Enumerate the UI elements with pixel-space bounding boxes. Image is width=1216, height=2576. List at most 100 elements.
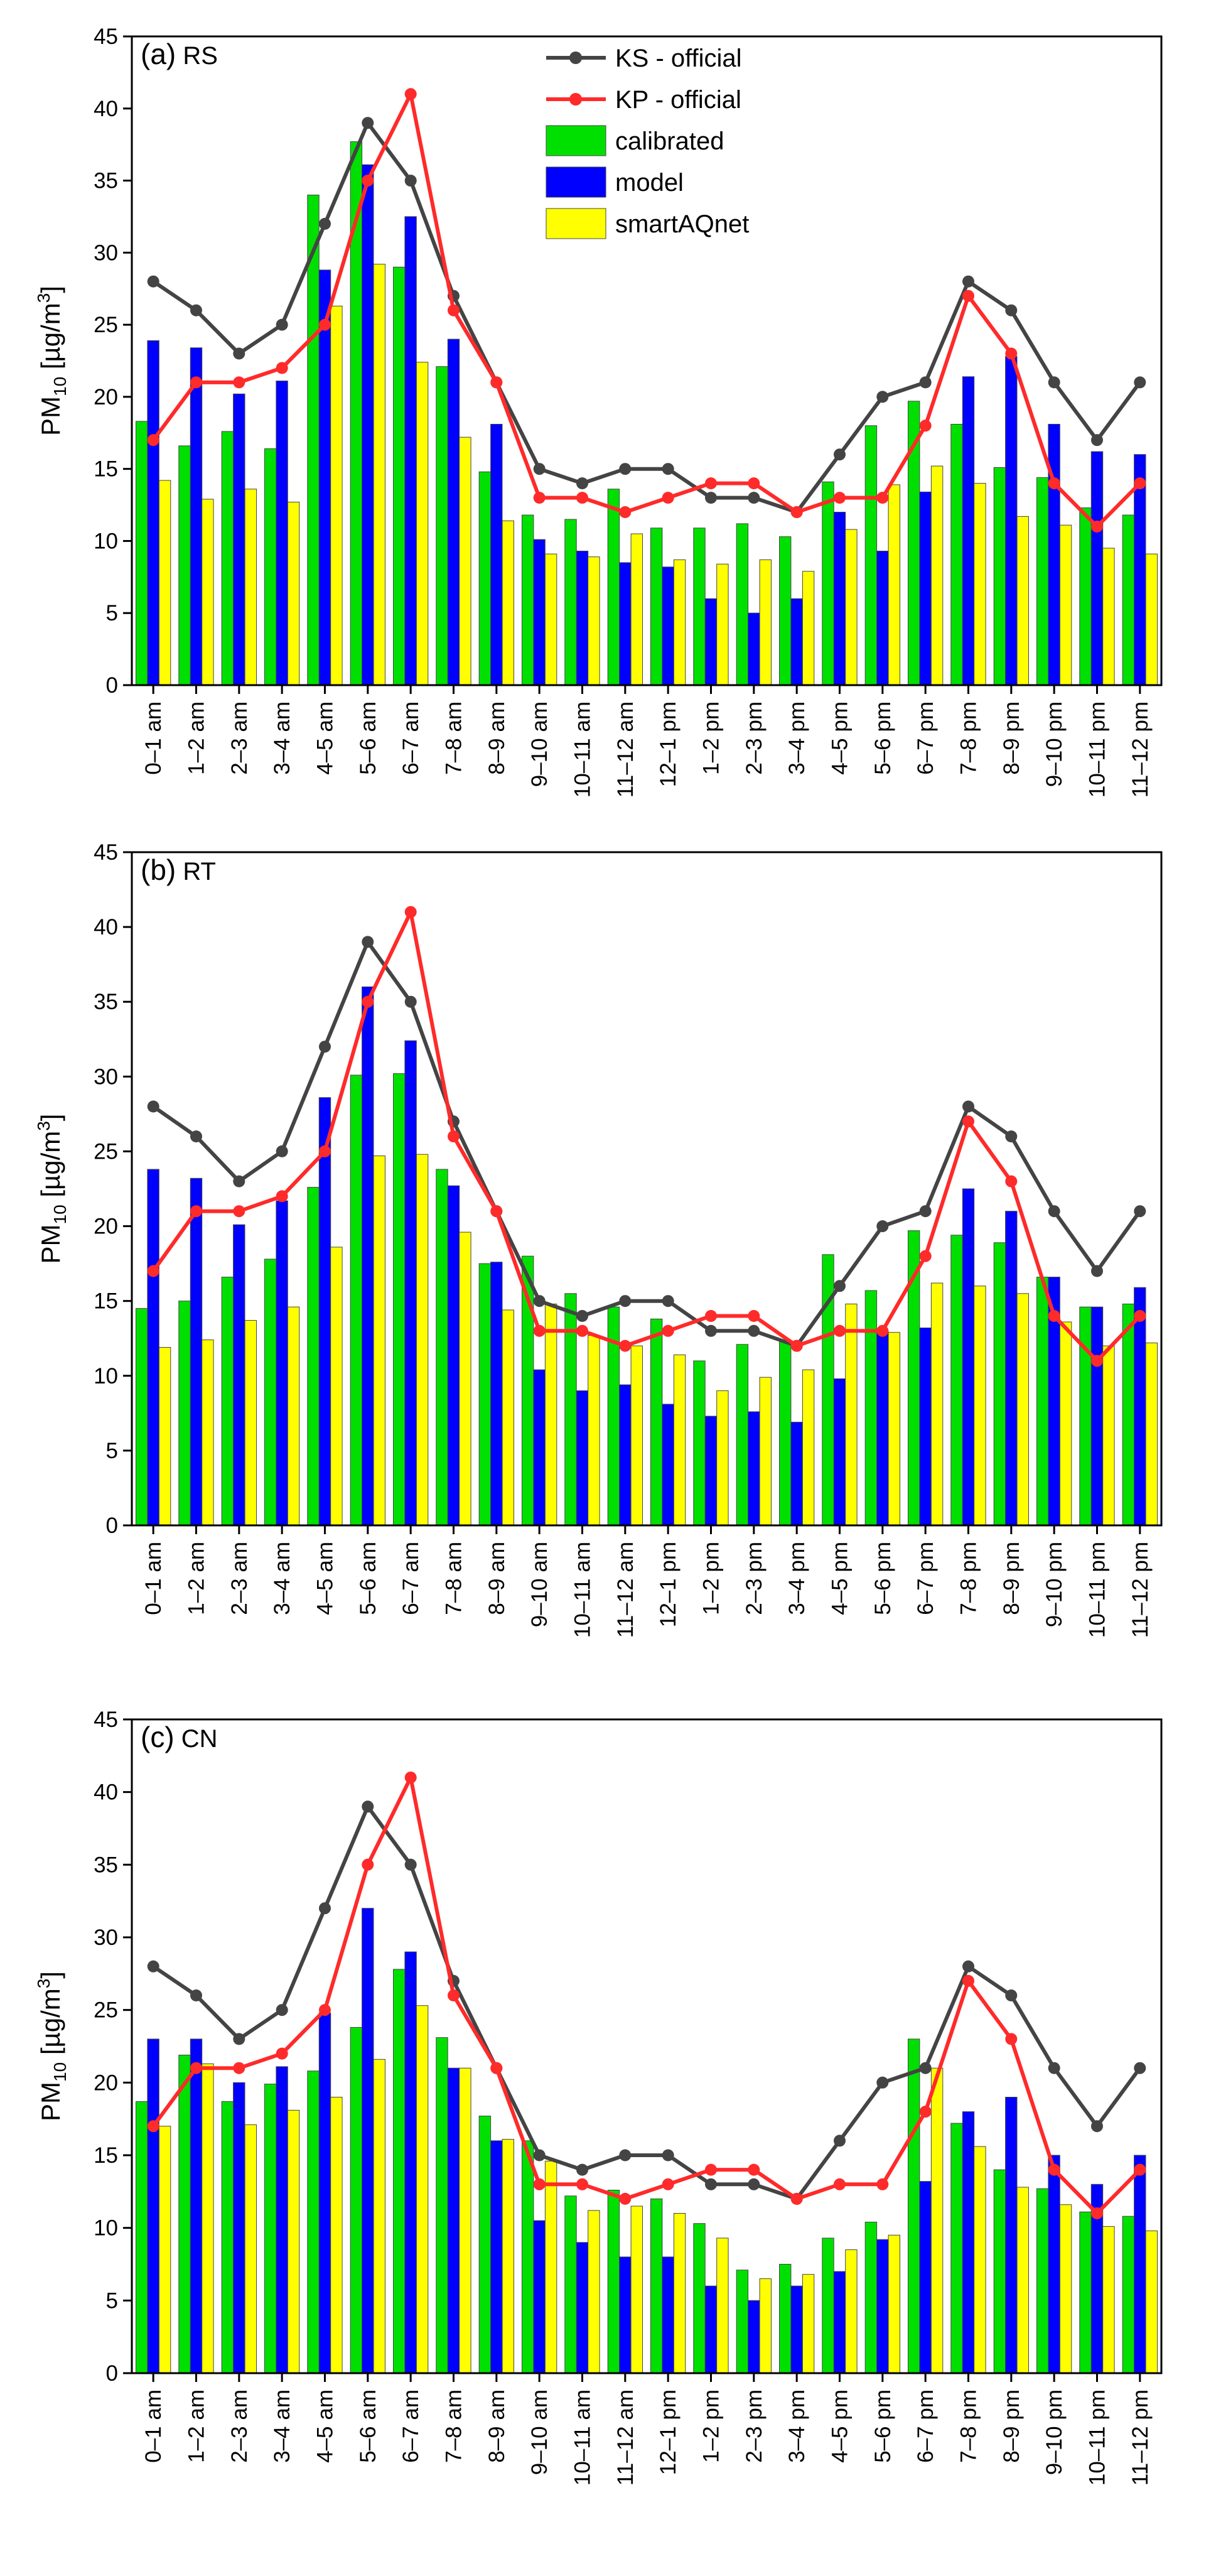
point-ks-21: [1048, 2062, 1060, 2074]
y-tick-label: 10: [94, 1364, 118, 1388]
x-tick-label: 11–12 am: [613, 2389, 638, 2486]
point-ks-19: [962, 1100, 974, 1113]
bar-calibrated-23: [1122, 2216, 1135, 2374]
bar-smartaqnet-13: [716, 563, 729, 686]
bar-model-16: [833, 512, 846, 686]
bar-smartaqnet-11: [630, 1345, 643, 1526]
point-kp-6: [404, 1772, 417, 1783]
bar-smartaqnet-1: [202, 2063, 214, 2374]
bar-calibrated-18: [908, 2038, 920, 2374]
bar-model-14: [748, 612, 760, 686]
point-ks-9: [533, 2149, 546, 2162]
bar-smartaqnet-14: [759, 2278, 772, 2374]
y-tick-label: 5: [106, 601, 118, 625]
line-series-kp: [147, 88, 1146, 533]
bar-calibrated-13: [693, 528, 706, 686]
bar-calibrated-4: [307, 1187, 320, 1526]
bar-model-23: [1134, 2155, 1146, 2374]
bar-smartaqnet-4: [330, 305, 343, 686]
point-kp-9: [533, 492, 546, 504]
x-tick-label: 9–10 am: [527, 1542, 552, 1627]
y-tick-label: 20: [94, 1215, 118, 1239]
point-kp-4: [319, 318, 331, 331]
point-ks-21: [1048, 376, 1060, 389]
point-kp-18: [919, 419, 932, 432]
point-kp-13: [705, 477, 717, 490]
x-tick-label: 7–8 pm: [957, 1542, 981, 1615]
x-tick-label: 6–7 pm: [913, 701, 938, 775]
point-ks-6: [404, 175, 417, 187]
bar-calibrated-9: [522, 514, 534, 686]
bar-model-5: [362, 164, 374, 686]
bar-calibrated-12: [650, 1318, 663, 1526]
bar-smartaqnet-2: [244, 1320, 257, 1526]
y-axis-title: PM10 [µg/m3]: [34, 1971, 70, 2121]
bar-model-3: [276, 1200, 288, 1526]
x-tick-label: 2–3 pm: [742, 701, 767, 775]
bar-model-11: [619, 2256, 632, 2374]
point-ks-16: [834, 448, 846, 461]
point-ks-9: [533, 1295, 546, 1307]
bar-calibrated-5: [350, 1074, 363, 1526]
point-ks-2: [233, 347, 245, 360]
x-tick-label: 11–12 pm: [1128, 2389, 1153, 2486]
bar-model-6: [404, 216, 417, 686]
point-ks-1: [190, 304, 202, 317]
point-kp-0: [147, 2120, 159, 2133]
bar-smartaqnet-8: [502, 520, 514, 686]
bar-calibrated-4: [307, 195, 320, 686]
bar-series-model: [147, 1908, 1146, 2374]
x-tick-label: 1–2 pm: [699, 1542, 724, 1615]
bar-model-7: [447, 2067, 460, 2374]
x-tick-label: 4–5 am: [313, 2389, 338, 2463]
y-tick-label: 10: [94, 2216, 118, 2241]
bar-calibrated-0: [136, 421, 148, 686]
bar-calibrated-15: [779, 2264, 792, 2374]
x-tick-label: 3–4 am: [270, 701, 294, 775]
bar-model-17: [876, 1330, 889, 1526]
bar-smartaqnet-16: [845, 529, 858, 686]
x-tick-label: 11–12 am: [613, 701, 638, 798]
point-ks-3: [276, 2004, 288, 2016]
point-kp-14: [748, 477, 760, 490]
point-ks-23: [1134, 2062, 1146, 2074]
x-tick-label: 6–7 am: [399, 1542, 423, 1615]
x-tick-label: 10–11 am: [571, 701, 595, 798]
y-axis-title: PM10 [µg/m3]: [34, 286, 70, 436]
point-kp-20: [1005, 347, 1018, 360]
bar-calibrated-23: [1122, 1303, 1135, 1526]
bar-model-15: [790, 598, 803, 686]
bar-model-1: [190, 347, 203, 686]
bar-smartaqnet-22: [1102, 1345, 1115, 1526]
bar-smartaqnet-9: [544, 553, 557, 686]
bar-calibrated-19: [950, 2123, 963, 2374]
panel-label: (a) RS: [141, 38, 218, 70]
bar-calibrated-12: [650, 528, 663, 686]
bar-calibrated-19: [950, 1235, 963, 1526]
line-series-kp: [147, 1772, 1146, 2219]
y-tick-label: 0: [106, 1513, 118, 1538]
point-kp-21: [1048, 477, 1060, 490]
bar-smartaqnet-12: [673, 559, 686, 686]
point-kp-3: [276, 1190, 288, 1203]
y-tick-label: 45: [94, 24, 118, 49]
bar-calibrated-14: [736, 2270, 749, 2374]
point-kp-19: [962, 1974, 974, 1987]
x-tick-label: 7–8 pm: [957, 701, 981, 775]
bar-model-4: [318, 1097, 331, 1526]
point-kp-1: [190, 2062, 202, 2074]
bar-model-12: [662, 566, 674, 686]
y-tick-label: 30: [94, 241, 118, 265]
line-series-kp: [147, 906, 1146, 1367]
bar-smartaqnet-23: [1145, 2230, 1158, 2374]
y-tick-label: 15: [94, 2143, 118, 2168]
bar-smartaqnet-20: [1016, 2187, 1029, 2374]
bar-model-4: [318, 2012, 331, 2374]
x-tick-label: 5–6 am: [356, 701, 380, 775]
bar-model-13: [704, 2285, 718, 2374]
panel-label: (c) CN: [141, 1721, 218, 1753]
bar-calibrated-6: [393, 266, 406, 686]
bar-model-13: [704, 598, 718, 686]
bar-calibrated-2: [221, 2101, 234, 2374]
bar-model-8: [490, 424, 503, 686]
